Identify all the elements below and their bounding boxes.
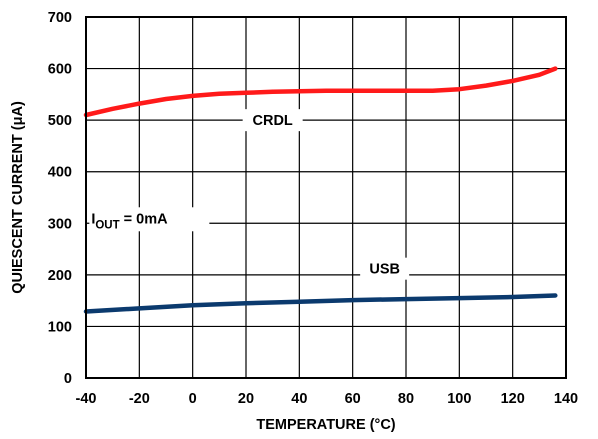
x-tick-label: -40 [76, 391, 97, 407]
x-tick-label: 20 [238, 391, 254, 407]
tick-labels: -40 -20 0 20 40 60 80 100 120 140 0 100 200 300 400 500… [48, 10, 578, 407]
y-axis-title: QUIESCENT CURRENT (μA) [10, 101, 26, 294]
grid [85, 16, 567, 379]
plot-frame [85, 16, 567, 379]
y-tick-label: 300 [48, 216, 72, 232]
series-line-crdl [83, 66, 558, 118]
annotation-bg [89, 207, 210, 232]
x-tick-label: 120 [501, 391, 525, 407]
y-tick-label: 600 [48, 62, 72, 78]
x-tick-label: -20 [129, 391, 150, 407]
x-tick-label: 80 [398, 391, 414, 407]
x-tick-label: 40 [291, 391, 307, 407]
y-tick-label: 500 [48, 113, 72, 129]
series-label-bg [360, 257, 410, 280]
y-tick-label: 0 [64, 371, 72, 387]
x-axis-title: TEMPERATURE (°C) [256, 417, 395, 433]
y-tick-label: 100 [48, 319, 72, 335]
series-label-usb: USB [369, 262, 400, 278]
series-label-crdl: CRDL [253, 113, 293, 129]
condition-annotation: IOUT = 0mA [89, 207, 210, 232]
x-tick-label: 140 [554, 391, 578, 407]
series-labels: CRDL USB [242, 109, 410, 280]
y-tick-label: 200 [48, 268, 72, 284]
annotation-text: IOUT = 0mA [91, 211, 168, 231]
x-tick-label: 0 [189, 391, 197, 407]
series-line-usb [83, 293, 558, 314]
series-label-bg [242, 109, 303, 132]
x-tick-label: 60 [345, 391, 361, 407]
x-tick-label: 100 [447, 391, 471, 407]
y-tick-label: 400 [48, 165, 72, 181]
y-tick-label: 700 [48, 10, 72, 26]
series-lines [83, 66, 558, 314]
